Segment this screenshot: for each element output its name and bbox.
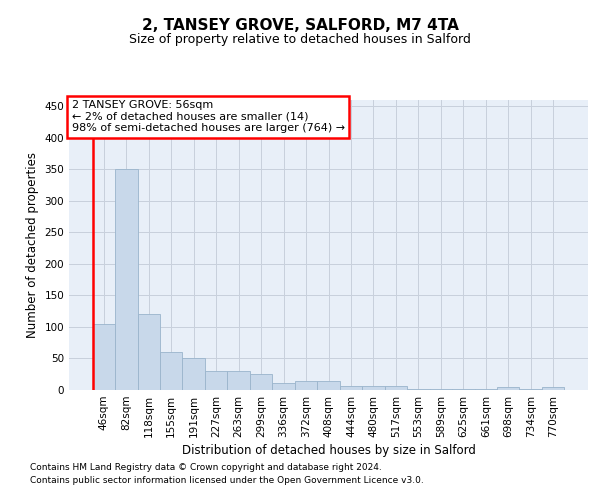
Bar xyxy=(520,388,542,390)
Text: 2, TANSEY GROVE, SALFORD, M7 4TA: 2, TANSEY GROVE, SALFORD, M7 4TA xyxy=(142,18,458,32)
Y-axis label: Number of detached properties: Number of detached properties xyxy=(26,152,39,338)
X-axis label: Distribution of detached houses by size in Salford: Distribution of detached houses by size … xyxy=(182,444,475,457)
Bar xyxy=(272,383,295,390)
Bar xyxy=(137,314,160,390)
Bar xyxy=(542,388,565,390)
Text: Contains HM Land Registry data © Crown copyright and database right 2024.: Contains HM Land Registry data © Crown c… xyxy=(30,464,382,472)
Bar xyxy=(317,381,340,390)
Bar xyxy=(250,374,272,390)
Bar xyxy=(362,386,385,390)
Bar xyxy=(497,388,520,390)
Text: Size of property relative to detached houses in Salford: Size of property relative to detached ho… xyxy=(129,32,471,46)
Bar xyxy=(407,388,430,390)
Bar xyxy=(340,386,362,390)
Bar xyxy=(452,388,475,390)
Bar xyxy=(385,386,407,390)
Bar xyxy=(160,352,182,390)
Bar xyxy=(475,388,497,390)
Bar xyxy=(295,381,317,390)
Bar xyxy=(92,324,115,390)
Bar xyxy=(205,371,227,390)
Text: 2 TANSEY GROVE: 56sqm
← 2% of detached houses are smaller (14)
98% of semi-detac: 2 TANSEY GROVE: 56sqm ← 2% of detached h… xyxy=(71,100,345,134)
Bar xyxy=(430,388,452,390)
Text: Contains public sector information licensed under the Open Government Licence v3: Contains public sector information licen… xyxy=(30,476,424,485)
Bar xyxy=(115,170,137,390)
Bar xyxy=(182,358,205,390)
Bar xyxy=(227,371,250,390)
